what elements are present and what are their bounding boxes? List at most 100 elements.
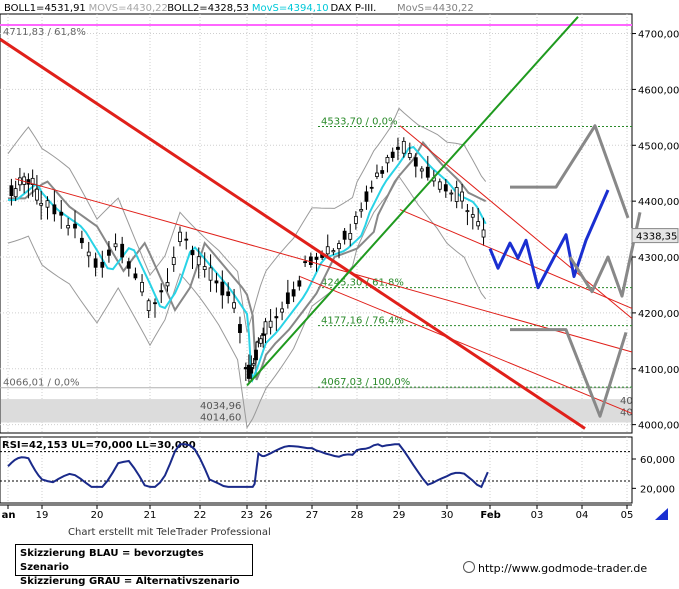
header-item: MovS=4430,22 [397, 3, 474, 14]
y-tick-label: 4200,00 [638, 309, 679, 320]
rsi-tick-label: 20,000 [640, 484, 675, 495]
candle-body [165, 282, 170, 287]
candle-body [454, 187, 459, 202]
scenario-gray-path-lower [510, 328, 628, 418]
legend-blue: Skizzierung BLAU = bevorzugtes Szenario [20, 548, 204, 573]
candle-body [460, 191, 464, 202]
candle-body [249, 367, 254, 374]
candle-body [285, 292, 290, 304]
x-tick-label: 04 [576, 510, 589, 521]
y-tick-label: 4400,00 [638, 197, 679, 208]
x-tick-label: 22 [194, 510, 207, 521]
candle-body [280, 308, 285, 313]
candle-body [66, 225, 71, 229]
last-price-tag [631, 228, 679, 244]
candle-body [13, 188, 18, 198]
candle-body [297, 280, 302, 287]
candle-body [73, 223, 77, 229]
x-tick-label: Feb [480, 510, 500, 521]
moving-average-cyan [8, 145, 487, 384]
x-tick-label: an [2, 510, 16, 521]
x-tick-label: 03 [531, 510, 544, 521]
candle-body [364, 191, 369, 202]
source-url: http://www.godmode-trader.de [478, 562, 648, 575]
candle-body [196, 256, 201, 266]
candle-body [443, 184, 448, 192]
candle-body [263, 321, 268, 335]
candle-body [153, 302, 157, 305]
last-price-label: 4338,35 [636, 232, 677, 243]
candle-body [385, 157, 390, 164]
candle-body [184, 238, 189, 241]
header-item: BOLL1=4531,91 [4, 3, 86, 14]
price-panel [0, 13, 633, 434]
header-item: BOLL2=4328,53 [167, 3, 249, 14]
candle-body [107, 249, 111, 256]
candle-body [258, 338, 263, 344]
candle-body [437, 181, 442, 190]
fibo-label: 4245,30 / 61,8% [321, 278, 404, 289]
candle-body [52, 204, 57, 215]
band-label: 4014,60 [200, 412, 241, 423]
support-band [1, 399, 631, 423]
candle-body [243, 367, 248, 370]
y-tick-label: 4100,00 [638, 365, 679, 376]
candle-body [79, 237, 84, 244]
downtrend-line-thin-2 [299, 276, 633, 414]
y-tick-label: 4500,00 [638, 141, 679, 152]
left-level-label: 4711,83 / 61,8% [3, 27, 86, 38]
candle-body [86, 251, 91, 257]
x-tick-label: 05 [621, 510, 634, 521]
x-tick-label: 28 [351, 510, 364, 521]
candle-body [214, 280, 219, 284]
scroll-arrow-icon [655, 508, 668, 520]
candle-body [465, 210, 470, 213]
legend-gray: Skizzierung GRAU = Alternativszenario [20, 576, 240, 587]
rsi-panel [0, 436, 633, 504]
y-tick-label: 4700,00 [638, 30, 679, 41]
fibo-label: 4177,16 / 76,4% [321, 316, 404, 327]
right-small-label: 40 [620, 396, 633, 407]
candle-body [120, 243, 125, 258]
candle-body [425, 166, 430, 178]
x-tick-label: 23 [241, 510, 254, 521]
candle-body [303, 261, 308, 264]
candle-body [337, 243, 341, 250]
candle-body [419, 168, 424, 172]
candle-body [369, 186, 374, 189]
candle-body [291, 289, 296, 297]
candle-body [113, 243, 118, 248]
candle-body [254, 349, 258, 361]
chart-credit: Chart erstellt mit TeleTrader Profession… [68, 527, 271, 538]
candle-body [476, 221, 481, 227]
x-tick-label: 19 [36, 510, 49, 521]
candle-body [45, 200, 50, 208]
candle-body [325, 246, 330, 255]
bollinger-upper [7, 107, 487, 333]
candle-body [17, 177, 22, 186]
x-tick-label: 26 [260, 510, 273, 521]
moving-average-gray [8, 140, 487, 381]
candle-body [140, 282, 144, 293]
candle-body [226, 291, 231, 297]
fibo-label: 4533,70 / 0,0% [321, 116, 397, 127]
scenario-legend: Skizzierung BLAU = bevorzugtes Szenario … [15, 544, 253, 587]
candle-body [178, 231, 182, 242]
source-link[interactable]: http://www.godmode-trader.de [463, 561, 647, 575]
candle-body [208, 267, 213, 281]
candle-body [396, 146, 400, 150]
candle-body [171, 257, 176, 265]
downtrend-line-major [0, 37, 586, 430]
candle-body [353, 215, 358, 224]
scenario-blue-path [488, 189, 610, 290]
bollinger-lower [7, 175, 487, 429]
candle-body [481, 229, 486, 238]
candle-body [390, 151, 395, 158]
world-icon [463, 561, 475, 573]
candle-body [93, 258, 98, 268]
candle-body [238, 324, 242, 333]
candle-body [232, 302, 236, 309]
candle-body [413, 157, 418, 167]
right-small-label: 40 [620, 407, 633, 418]
